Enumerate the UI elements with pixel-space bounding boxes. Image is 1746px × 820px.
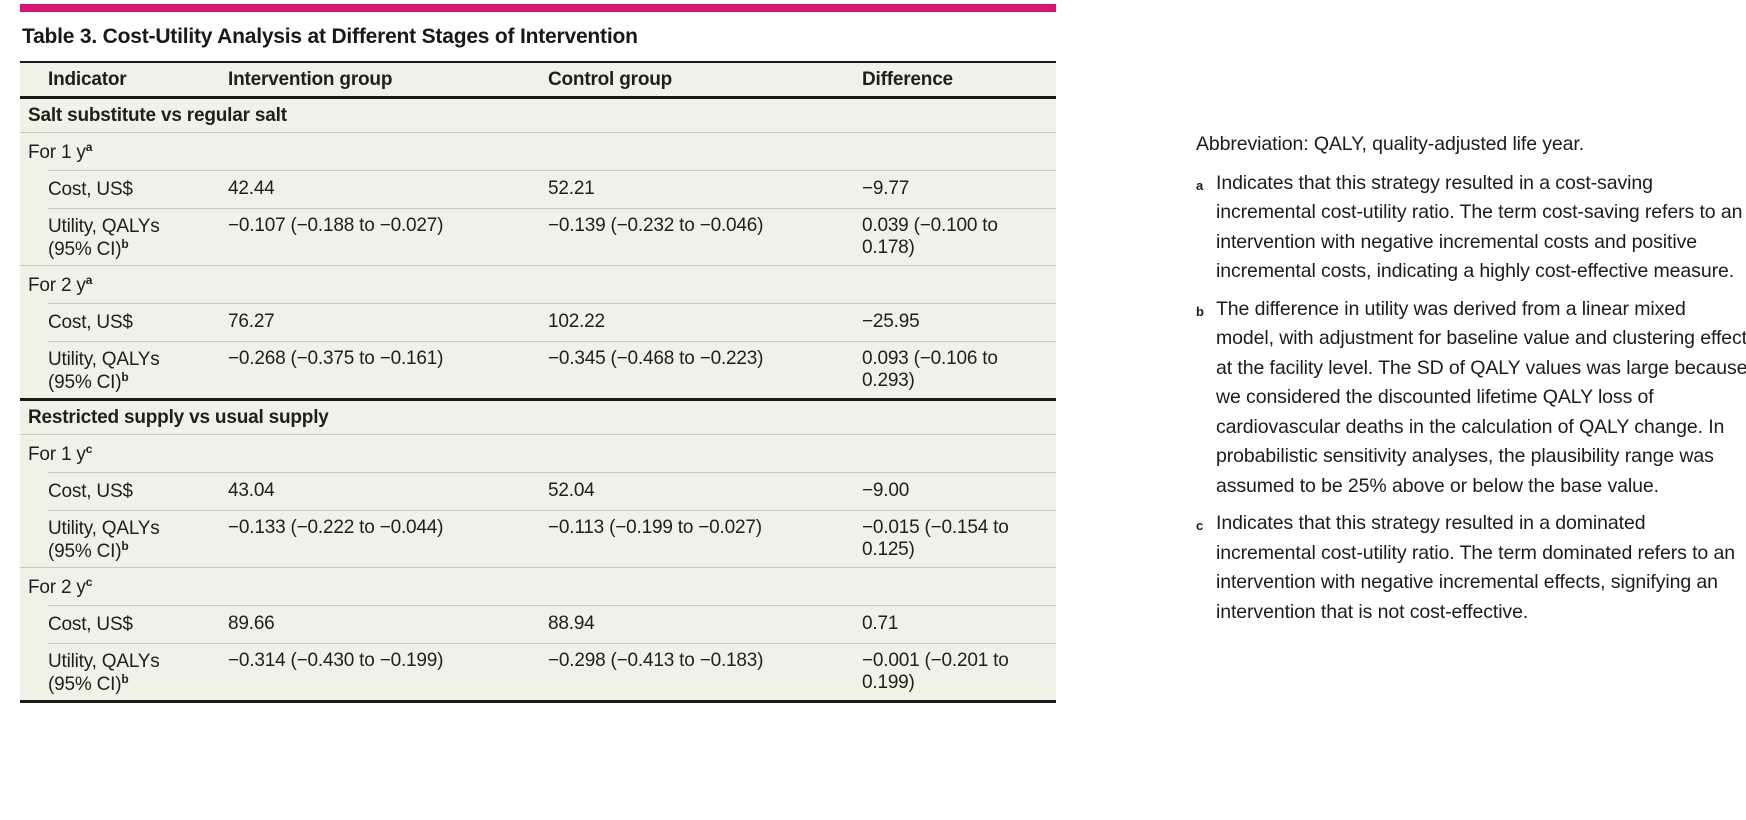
subsection-for-2y-a: For 2 ya — [20, 265, 1056, 303]
difference-value: 0.093 (−0.106 to 0.293) — [862, 348, 998, 391]
intervention-value: −0.107 (−0.188 to −0.027) — [228, 215, 444, 236]
column-header-indicator: Indicator — [48, 68, 127, 90]
control-value: −0.345 (−0.468 to −0.223) — [548, 348, 764, 369]
control-value: −0.298 (−0.413 to −0.183) — [548, 650, 764, 671]
table-row: Cost, US$ 43.04 52.04 −9.00 — [20, 472, 1056, 510]
abbreviation-note: Abbreviation: QALY, quality-adjusted lif… — [1196, 133, 1585, 155]
indicator-cell: Utility, QALYs (95% CI)b — [48, 651, 160, 695]
intervention-value: 89.66 — [228, 613, 275, 634]
footnote-marker-b: b — [121, 237, 129, 251]
footnote-marker-b: b — [121, 370, 129, 384]
difference-value: −0.001 (−0.201 to 0.199) — [862, 650, 1009, 693]
subsection-for-1y-a: For 1 ya — [20, 132, 1056, 170]
difference-value: 0.039 (−0.100 to 0.178) — [862, 215, 998, 258]
table-row: Utility, QALYs (95% CI)b −0.314 (−0.430 t… — [20, 643, 1056, 700]
intervention-value: −0.133 (−0.222 to −0.044) — [228, 517, 444, 538]
difference-value: −9.77 — [862, 178, 910, 199]
footnote-a-marker: a — [1196, 177, 1204, 193]
subsection-for-1y-c: For 1 yc — [20, 434, 1056, 472]
intervention-value: −0.314 (−0.430 to −0.199) — [228, 650, 444, 671]
table-figure: Table 3. Cost-Utility Analysis at Differ… — [20, 4, 1056, 703]
control-value: −0.139 (−0.232 to −0.046) — [548, 215, 764, 236]
control-value: 52.21 — [548, 178, 595, 199]
footnote-marker-a: a — [85, 140, 93, 154]
column-header-intervention-group: Intervention group — [228, 68, 393, 90]
footnote-b: b The difference in utility was derived … — [1196, 295, 1746, 502]
intervention-value: 76.27 — [228, 311, 275, 332]
control-value: −0.113 (−0.199 to −0.027) — [548, 517, 762, 538]
table-title: Table 3. Cost-Utility Analysis at Differ… — [22, 25, 638, 48]
control-value: 52.04 — [548, 480, 595, 501]
indicator-cell: Utility, QALYs (95% CI)b — [48, 216, 160, 260]
difference-value: −0.015 (−0.154 to 0.125) — [862, 517, 1009, 560]
footnote-marker-c: c — [85, 442, 93, 456]
section-header-restricted-supply: Restricted supply vs usual supply — [20, 398, 1056, 434]
footnotes-panel: Abbreviation: QALY, quality-adjusted lif… — [1196, 130, 1746, 635]
table-header-row: Indicator Intervention group Control gro… — [20, 61, 1056, 99]
footnote-marker-c: c — [85, 575, 93, 589]
column-header-control-group: Control group — [548, 68, 673, 90]
table-row: Cost, US$ 42.44 52.21 −9.77 — [20, 170, 1056, 208]
intervention-value: 43.04 — [228, 480, 275, 501]
intervention-value: 42.44 — [228, 178, 275, 199]
subsection-for-2y-c: For 2 yc — [20, 567, 1056, 605]
difference-value: −9.00 — [862, 480, 910, 501]
table-row: Utility, QALYs (95% CI)b −0.133 (−0.222 t… — [20, 510, 1056, 567]
difference-value: −25.95 — [862, 311, 920, 332]
indicator-cell: Cost, US$ — [48, 613, 133, 635]
footnote-b-text: The difference in utility was derived fr… — [1216, 297, 1746, 497]
footnote-b-marker: b — [1196, 303, 1204, 319]
difference-value: 0.71 — [862, 613, 899, 634]
footnote-a-text: Indicates that this strategy resulted in… — [1216, 171, 1743, 283]
control-value: 102.22 — [548, 311, 605, 332]
table-row: Utility, QALYs (95% CI)b −0.268 (−0.375 t… — [20, 341, 1056, 398]
footnote-a: a Indicates that this strategy resulted … — [1196, 169, 1746, 287]
section-header-salt-substitute: Salt substitute vs regular salt — [20, 99, 1056, 132]
subsection-label: For 1 y — [28, 444, 86, 465]
column-header-difference: Difference — [862, 68, 953, 90]
indicator-cell: Utility, QALYs (95% CI)b — [48, 518, 160, 562]
indicator-cell: Utility, QALYs (95% CI)b — [48, 349, 160, 393]
footnote-c-marker: c — [1196, 518, 1204, 533]
indicator-cell: Cost, US$ — [48, 480, 133, 502]
indicator-cell: Cost, US$ — [48, 178, 133, 200]
footnote-marker-b: b — [121, 672, 129, 686]
table-row: Cost, US$ 89.66 88.94 0.71 — [20, 605, 1056, 643]
footnote-c: c Indicates that this strategy resulted … — [1196, 509, 1746, 627]
footnote-marker-b: b — [121, 539, 129, 553]
footnote-marker-a: a — [85, 273, 93, 287]
subsection-label: For 2 y — [28, 577, 86, 598]
footnote-c-text: Indicates that this strategy resulted in… — [1216, 512, 1735, 623]
intervention-value: −0.268 (−0.375 to −0.161) — [228, 348, 444, 369]
indicator-cell: Cost, US$ — [48, 311, 133, 333]
accent-bar — [20, 4, 1056, 12]
table-row: Utility, QALYs (95% CI)b −0.107 (−0.188 t… — [20, 208, 1056, 265]
subsection-label: For 1 y — [28, 142, 86, 163]
cost-utility-table: Indicator Intervention group Control gro… — [20, 61, 1056, 703]
subsection-label: For 2 y — [28, 275, 86, 296]
table-row: Cost, US$ 76.27 102.22 −25.95 — [20, 303, 1056, 341]
control-value: 88.94 — [548, 613, 595, 634]
